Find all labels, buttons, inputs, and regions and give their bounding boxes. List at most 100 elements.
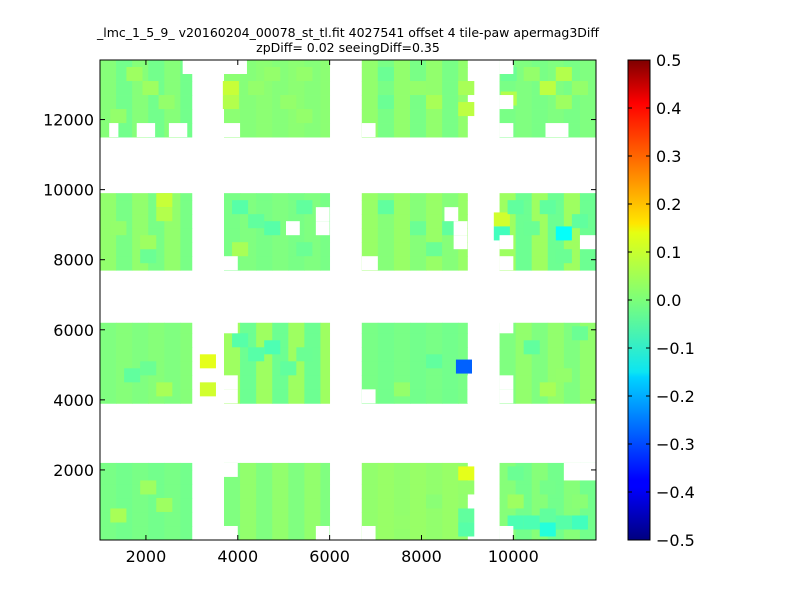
heatmap-cell — [361, 375, 379, 390]
heatmap-cell — [180, 81, 193, 96]
heatmap-cell — [377, 214, 395, 229]
empty-cell — [224, 319, 238, 334]
heatmap-cell — [579, 525, 597, 541]
heatmap-cell — [410, 95, 427, 110]
heatmap-cell — [579, 60, 597, 68]
heatmap-cell — [288, 497, 305, 513]
heatmap-cell — [361, 95, 379, 110]
heatmap-cell — [426, 214, 443, 229]
empty-cell — [315, 525, 330, 540]
heatmap-cell — [256, 375, 273, 390]
heatmap-cell — [458, 193, 468, 201]
heatmap-cell — [571, 214, 588, 229]
heatmap-cell — [256, 462, 273, 471]
heatmap-cell — [148, 511, 165, 527]
heatmap-cell — [304, 60, 321, 68]
heatmap-cell — [361, 200, 379, 215]
heatmap-cell — [499, 347, 517, 362]
heatmap-cell — [132, 95, 149, 110]
heatmap-cell — [126, 67, 143, 82]
heatmap-cell — [164, 322, 181, 334]
heatmap-cell — [100, 67, 117, 82]
heatmap-cell — [132, 60, 149, 68]
heatmap-cell — [361, 67, 379, 82]
heatmap-cells — [100, 60, 597, 541]
heatmap-cell — [377, 256, 395, 271]
heatmap-cell — [240, 389, 257, 404]
heatmap-cell — [539, 200, 556, 215]
heatmap-cell — [296, 109, 313, 124]
heatmap-cell — [426, 256, 443, 271]
empty-cell — [499, 123, 514, 138]
heatmap-cell — [393, 242, 411, 257]
heatmap-cell — [240, 109, 257, 124]
heatmap-cell — [320, 462, 331, 471]
chart-subtitle: zpDiff= 0.02 seeingDiff=0.35 — [256, 40, 440, 55]
heatmap-cell — [410, 469, 427, 485]
heatmap-cell — [547, 109, 565, 124]
heatmap-cell — [132, 333, 149, 348]
heatmap-cell — [410, 67, 427, 82]
heatmap-cell — [272, 109, 289, 124]
heatmap-cell — [563, 525, 581, 541]
heatmap-cell — [410, 256, 427, 271]
heatmap-cell — [393, 67, 411, 82]
heatmap-cell — [320, 497, 331, 513]
heatmap-cell — [361, 242, 379, 257]
heatmap-cell — [458, 497, 468, 513]
heatmap-cell — [393, 322, 411, 334]
heatmap-cell — [164, 462, 181, 471]
heatmap-cell — [100, 256, 117, 271]
heatmap-cell — [256, 256, 273, 271]
empty-cell — [499, 525, 514, 540]
chart-title: _lmc_1_5_9_ v20160204_00078_st_tl.fit 40… — [96, 25, 599, 40]
heatmap-cell — [224, 361, 241, 376]
heatmap-cell — [180, 497, 193, 513]
heatmap-cell — [393, 81, 411, 96]
heatmap-cell — [116, 256, 133, 271]
heatmap-cell — [458, 466, 475, 481]
heatmap-cell — [272, 469, 289, 485]
heatmap-cell — [132, 525, 149, 541]
heatmap-cell — [458, 67, 468, 82]
heatmap-cell — [272, 375, 289, 390]
heatmap-cell — [442, 60, 459, 68]
heatmap-cell — [304, 256, 321, 271]
heatmap-cell — [288, 256, 305, 271]
heatmap-cell — [240, 483, 257, 499]
heatmap-cell — [377, 361, 395, 376]
heatmap-cell — [320, 193, 331, 201]
heatmap-cell — [393, 361, 411, 376]
heatmap-cell — [240, 123, 257, 138]
heatmap-cell — [148, 525, 165, 541]
heatmap-cell — [531, 242, 549, 257]
heatmap-cell — [164, 228, 181, 243]
heatmap-cell — [426, 228, 443, 243]
heatmap-cell — [164, 347, 181, 362]
heatmap-cell — [426, 354, 443, 369]
heatmap-cell — [426, 81, 443, 96]
heatmap-cell — [410, 60, 427, 68]
heatmap-cell — [288, 525, 305, 541]
heatmap-cell — [458, 333, 468, 348]
heatmap-cell — [100, 389, 117, 404]
heatmap-cell — [426, 525, 443, 541]
heatmap-cell — [296, 347, 313, 362]
heatmap-cell — [442, 497, 459, 513]
heatmap-cell — [493, 212, 510, 227]
colorbar-tick-label: −0.1 — [656, 339, 695, 358]
heatmap-cell — [304, 469, 321, 485]
heatmap-cell — [240, 60, 257, 68]
heatmap-cell — [164, 60, 181, 68]
heatmap-cell — [116, 60, 133, 68]
empty-cell — [361, 389, 376, 404]
empty-cell — [467, 389, 482, 404]
heatmap-cell — [442, 81, 459, 96]
heatmap-cell — [100, 469, 117, 485]
heatmap-cell — [304, 462, 321, 471]
empty-cell — [224, 123, 241, 138]
empty-cell — [315, 221, 330, 236]
heatmap-cell — [442, 322, 459, 334]
heatmap-cell — [531, 123, 549, 138]
heatmap-cell — [132, 511, 149, 527]
